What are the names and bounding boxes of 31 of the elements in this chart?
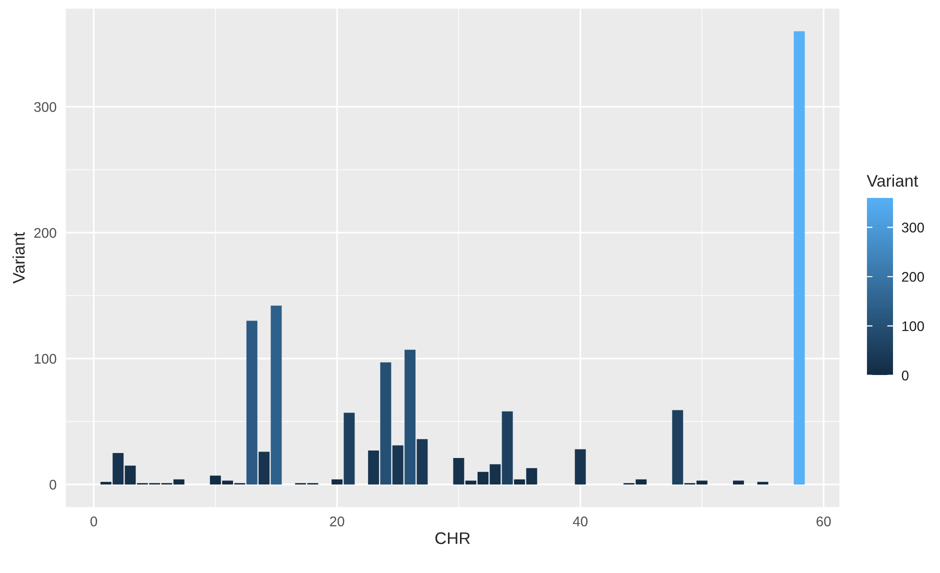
y-tick-label: 300	[34, 102, 56, 112]
bar	[380, 362, 392, 484]
x-tick-label: 20	[330, 516, 344, 526]
color-bar-label: 100	[902, 321, 924, 332]
y-axis-title: Variant	[12, 232, 25, 284]
bar	[757, 482, 768, 484]
bar	[368, 450, 380, 484]
x-tick-label: 40	[572, 516, 588, 526]
bar	[332, 479, 343, 484]
color-bar-label: 0	[902, 370, 909, 380]
color-bar-title: Variant	[866, 174, 918, 187]
color-bar-label: 300	[902, 222, 924, 232]
x-tick-label: 60	[816, 516, 831, 526]
bar	[502, 411, 513, 484]
x-tick-label: 0	[90, 516, 98, 526]
bar	[732, 480, 744, 484]
bar	[270, 306, 282, 484]
bar	[672, 410, 684, 484]
color-bar-label: 200	[902, 272, 924, 282]
bar	[794, 31, 805, 484]
bar	[246, 320, 258, 484]
y-tick-label: 100	[34, 354, 56, 364]
bar	[416, 439, 428, 484]
x-axis-title: CHR	[435, 532, 470, 544]
bar	[574, 449, 586, 484]
y-tick-label: 200	[34, 228, 56, 238]
bar	[404, 350, 416, 484]
bar	[258, 452, 270, 484]
y-tick-label: 0	[50, 480, 56, 490]
bar	[392, 445, 404, 484]
bar	[344, 412, 355, 484]
